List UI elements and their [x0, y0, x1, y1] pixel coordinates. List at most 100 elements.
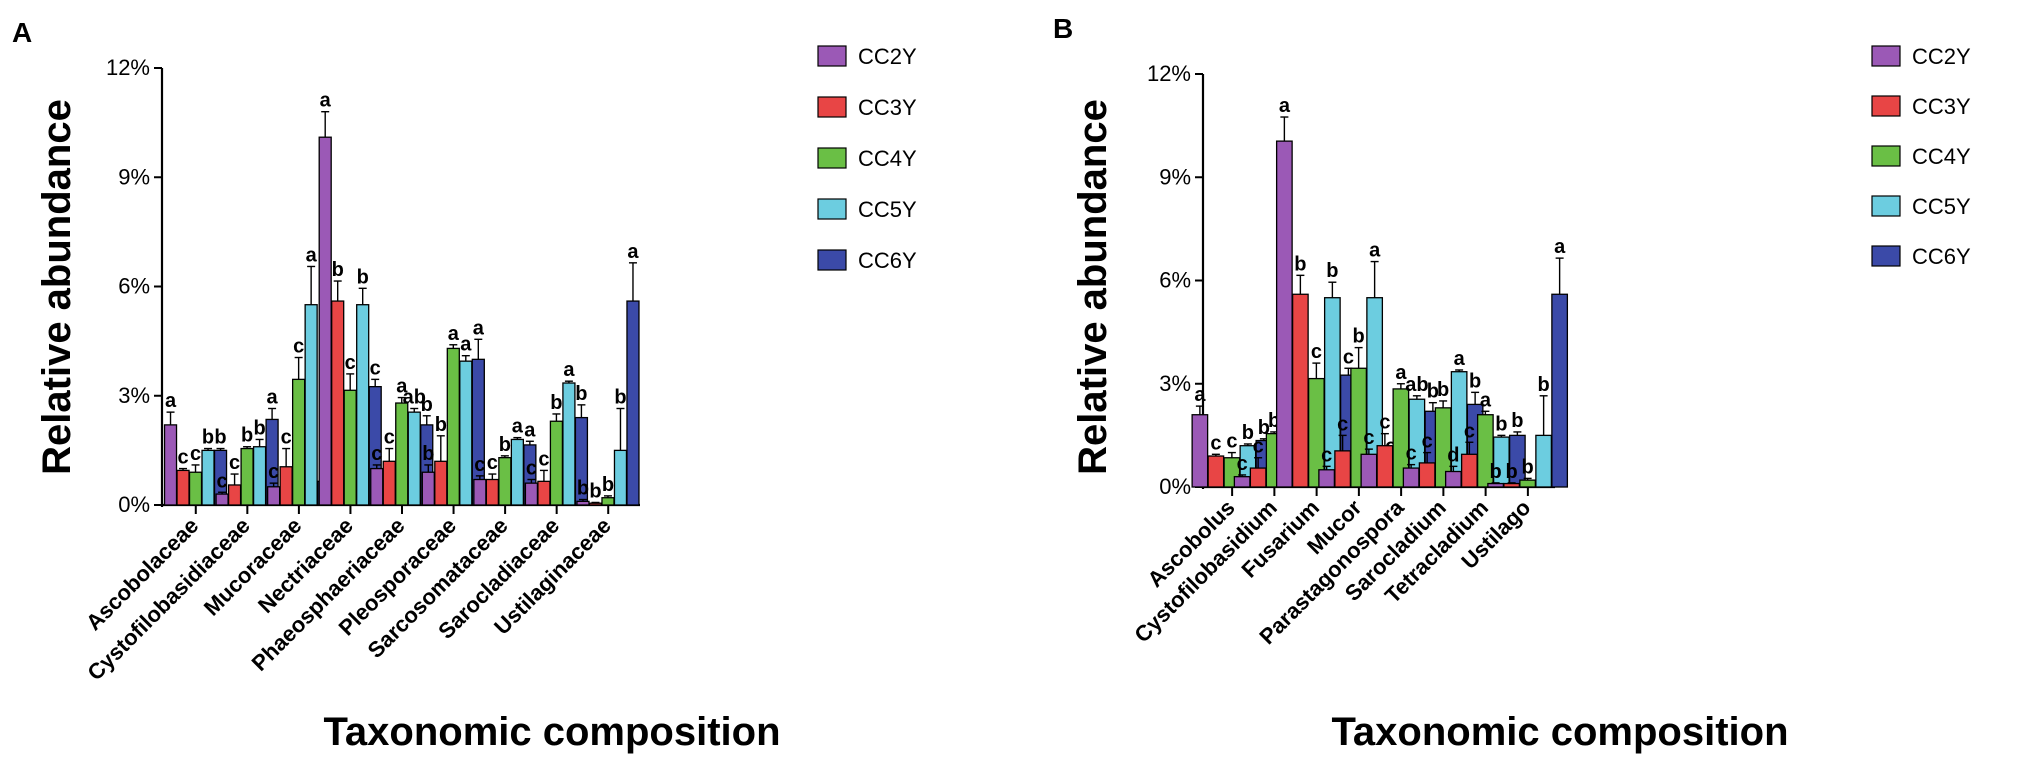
significance-label: c [1363, 427, 1374, 449]
significance-label: a [1194, 384, 1206, 406]
significance-label: b [202, 427, 214, 449]
legend-label: CC3Y [858, 95, 917, 120]
significance-label: c [1337, 413, 1348, 435]
significance-label: c [474, 454, 485, 476]
y-tick-label: 9% [118, 164, 150, 189]
bar-cc3y [382, 460, 396, 506]
significance-label: c [177, 447, 188, 469]
significance-label: b [253, 417, 265, 439]
significance-label: a [524, 419, 536, 441]
bar-cc2y [1444, 470, 1462, 488]
legend-swatch-cc6y [817, 249, 847, 271]
significance-label: b [435, 414, 447, 436]
significance-label: a [473, 317, 485, 339]
significance-label: c [268, 461, 279, 483]
bar-cc4y [240, 447, 254, 506]
significance-label: c [1311, 341, 1322, 363]
legend-label: CC5Y [858, 197, 917, 222]
significance-label: c [371, 443, 382, 465]
significance-label: c [1406, 443, 1417, 465]
bar-cc3y [1334, 450, 1352, 488]
significance-label: b [575, 383, 587, 405]
bar-cc3y [1249, 467, 1267, 488]
significance-label: b [577, 478, 589, 500]
y-tick-label: 3% [1159, 371, 1191, 396]
bar-cc3y [1376, 445, 1394, 488]
bar-cc2y [473, 478, 487, 506]
y-tick-label: 0% [118, 492, 150, 517]
significance-label: a [1480, 389, 1492, 411]
significance-label: b [241, 425, 253, 447]
significance-label: a [306, 244, 318, 266]
legend-label: CC4Y [1912, 144, 1971, 169]
significance-label: b [1469, 370, 1481, 392]
chart-panel-b: B 0% 3% 6% 9% 12% Relative abundance Taxonomic … [1053, 13, 1971, 754]
bar-cc4y [549, 420, 564, 506]
significance-label: a [448, 323, 460, 345]
bar-cc2y [163, 424, 178, 506]
legend-swatch-cc5y [1871, 195, 1901, 217]
bar-cc5y [562, 382, 576, 506]
bar-cc2y [266, 486, 281, 506]
significance-label: b [1353, 326, 1365, 348]
significance-label: b [1506, 461, 1518, 483]
bar-cc5y [356, 304, 370, 506]
significance-label: b [332, 259, 344, 281]
y-tick-label: 9% [1159, 164, 1191, 189]
bar-cc4y [446, 347, 460, 506]
significance-label: b [357, 266, 369, 288]
bar-cc3y [1207, 455, 1225, 488]
legend-swatch-cc4y [817, 147, 847, 169]
significance-label: b [1522, 456, 1534, 478]
bar-cc5y [1535, 434, 1553, 488]
bar-cc2y [318, 136, 332, 506]
significance-label: c [1379, 412, 1390, 434]
significance-label: b [1495, 413, 1507, 435]
bar-cc2y [370, 467, 384, 506]
significance-label: c [370, 357, 381, 379]
significance-label: c [1422, 431, 1433, 453]
significance-label: c [487, 452, 498, 474]
bar-cc5y [510, 438, 525, 506]
significance-label: a [627, 241, 639, 263]
significance-label: b [1427, 381, 1439, 403]
legend-label: CC5Y [1912, 194, 1971, 219]
legend-label: CC4Y [858, 146, 917, 171]
bar-cc3y [1503, 482, 1521, 488]
legend-label: CC2Y [1912, 44, 1971, 69]
y-tick-label: 0% [1159, 474, 1191, 499]
bar-cc2y [1233, 476, 1251, 488]
legend-swatch-cc2y [817, 45, 847, 67]
x-axis-title: Taxonomic composition [1331, 710, 1788, 754]
significance-label: b [550, 392, 562, 414]
bar-cc4y [188, 471, 203, 506]
y-tick-label: 6% [1159, 268, 1191, 293]
bar-cc3y [176, 469, 190, 506]
significance-label: c [1237, 453, 1248, 475]
bar-cc2y [1318, 469, 1336, 488]
bar-cc2y [1191, 414, 1209, 488]
x-axis-title: Taxonomic composition [323, 710, 780, 754]
panel-label: B [1053, 13, 1073, 44]
legend-swatch-cc3y [817, 96, 847, 118]
y-tick-label: 6% [118, 274, 150, 299]
significance-label: c [281, 427, 292, 449]
significance-label: b [1511, 410, 1523, 432]
bar-cc5y [613, 449, 628, 506]
legend-label: CC2Y [858, 44, 917, 69]
bar-cc3y [331, 300, 345, 506]
bar-cc6y [626, 300, 640, 506]
significance-label: b [614, 386, 626, 408]
significance-label: a [320, 90, 332, 112]
significance-label: c [1321, 444, 1332, 466]
significance-label: b [214, 427, 226, 449]
significance-label: a [460, 334, 472, 356]
significance-label: b [1242, 422, 1254, 444]
significance-label: b [1326, 260, 1338, 282]
bar-cc5y [304, 304, 318, 506]
significance-label: a [267, 386, 279, 408]
y-tick-label: 3% [118, 383, 150, 408]
significance-label: b [421, 394, 433, 416]
bar-cc3y [1418, 462, 1436, 488]
